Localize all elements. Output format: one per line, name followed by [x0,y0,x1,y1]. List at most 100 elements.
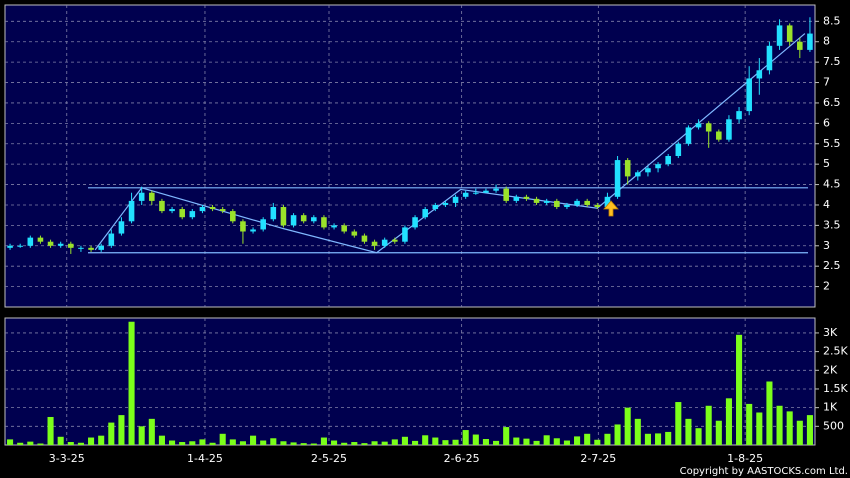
candle-body [230,211,236,222]
candle-body [736,111,742,120]
candle-body [462,192,469,197]
candle-body [179,209,185,218]
volume-bar [300,443,307,445]
candle-body [240,221,246,232]
candle-body [149,192,155,201]
candle-body [361,235,368,242]
volume-bar [513,437,520,445]
candle-body [7,245,13,248]
volume-bar [432,437,439,445]
candle-body [584,200,590,205]
candle-body [665,156,671,165]
volume-bar [98,435,105,445]
candle-body [118,221,125,234]
volume-bar [594,439,601,445]
candle-body [594,204,601,208]
volume-bar [766,381,773,445]
volume-bar [624,407,631,445]
candle-body [169,209,175,212]
y-tick-label: 4.5 [823,178,841,191]
candle-body [250,229,256,232]
y-tick-label: 4 [823,198,830,211]
candle-body [128,200,135,222]
volume-bar [746,403,753,445]
volume-bar [7,439,14,445]
volume-bar [158,435,165,445]
candle-body [574,200,580,205]
candle-body [493,188,499,191]
candle-body [797,41,803,50]
candle-body [78,247,84,249]
candle-body [321,217,327,228]
volume-bar [280,441,287,445]
candle-body [442,202,449,205]
candle-body [270,207,277,220]
candle-body [483,190,489,193]
volume-bar [250,435,257,445]
volume-bar [472,434,479,445]
volume-bar [118,415,125,445]
volume-bar [401,436,408,445]
y-tick-label: 2.5 [823,259,841,272]
x-tick-label: 2-6-25 [444,452,480,465]
candle-body [523,196,530,199]
volume-bar [381,441,388,445]
volume-bar [88,437,95,445]
candle-body [68,243,74,248]
volume-bar [493,440,500,445]
volume-bar [644,433,651,445]
x-tick-label: 3-3-25 [49,452,85,465]
y-tick-label: 7.5 [823,55,841,68]
volume-bar [543,435,550,445]
candle-body [513,196,520,201]
volume-bar [138,426,145,445]
y-tick-label: 5.5 [823,137,841,150]
volume-bar [553,438,560,445]
volume-bar [108,422,115,445]
volume-bar [796,420,803,445]
candle-body [280,207,287,226]
y-tick-label: 500 [823,419,844,432]
candle-body [199,207,206,212]
y-tick-label: 5 [823,157,830,170]
volume-bar [260,440,267,445]
volume-bar [584,433,591,445]
y-tick-label: 1K [823,401,838,414]
plot-layer: 2 2.5 3 3.5 4 4.5 5 5.5 6 6.5 7 7.5 8 8.5 3-3-25 1-4-25… [5,5,848,465]
volume-bar [705,405,712,445]
volume-bar [47,416,54,445]
candle-body [189,211,196,218]
candle-body [300,215,307,222]
volume-bar [310,443,317,445]
candle-body [392,239,398,242]
candle-body [695,123,702,128]
candle-body [57,243,64,246]
volume-bar [563,440,570,445]
candle-body [766,45,773,71]
volume-bar [209,442,216,445]
candle-body [726,119,732,140]
signal-arrow [603,200,619,217]
volume-bar [736,334,743,445]
volume-bar [634,418,641,445]
volume-bar [179,442,186,445]
volume-bar [219,433,226,445]
candle-body [543,200,550,203]
candle-body [635,172,641,177]
volume-bar [341,442,348,445]
candle-body [422,209,428,218]
volume-bar [199,439,206,445]
volume-bar [37,443,44,445]
candle-body [655,164,661,169]
volume-bar [604,433,611,445]
volume-bar [675,402,682,445]
candle-body [341,225,347,232]
candle-body [756,70,763,79]
y-tick-label: 2.5K [823,345,848,358]
y-tick-label: 3 [823,239,830,252]
volume-bar [320,437,327,445]
volume-bar [27,441,34,445]
volume-bar [77,442,84,445]
volume-bar [715,420,722,445]
